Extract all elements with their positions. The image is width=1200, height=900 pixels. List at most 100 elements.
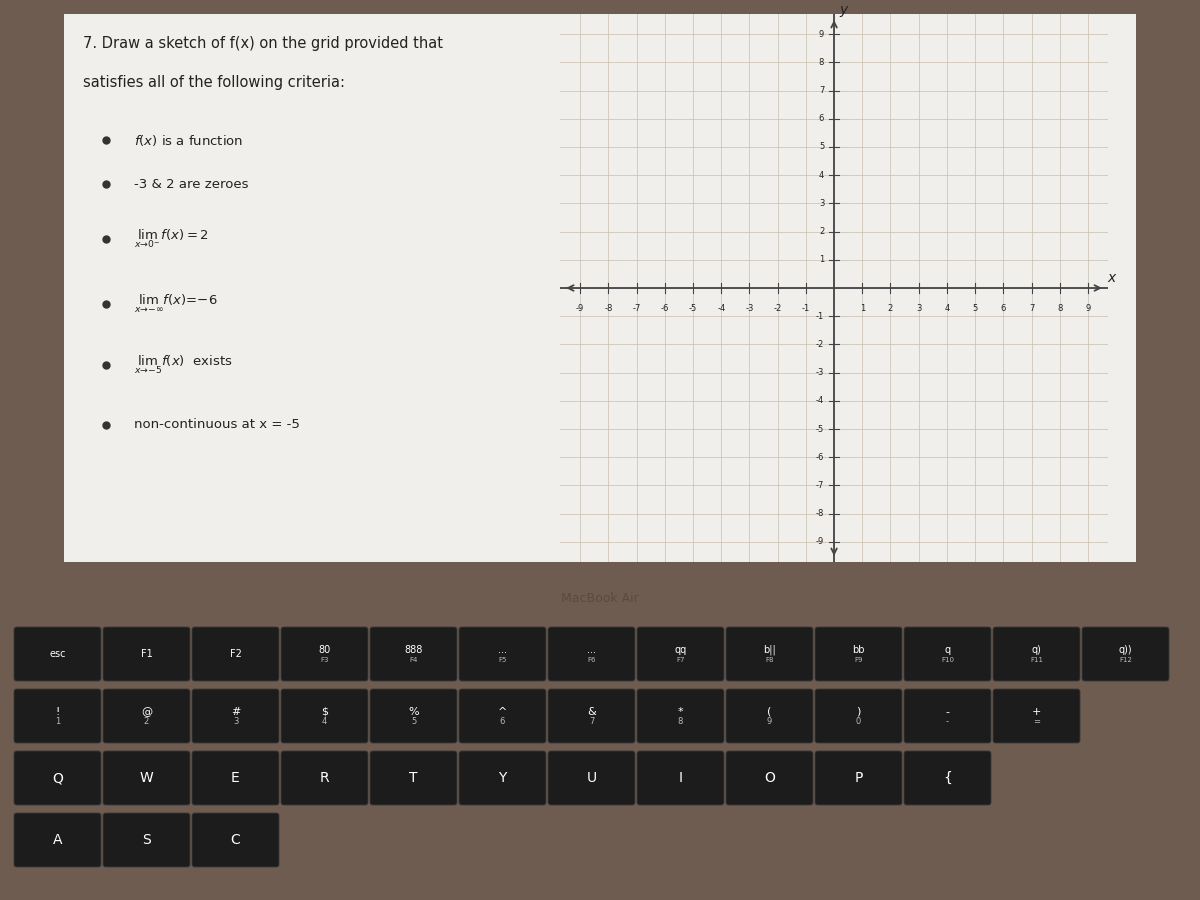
Text: %: %: [408, 707, 419, 717]
Text: 1: 1: [859, 303, 865, 312]
FancyBboxPatch shape: [14, 751, 101, 805]
Text: 7. Draw a sketch of f(x) on the grid provided that: 7. Draw a sketch of f(x) on the grid pro…: [83, 36, 443, 51]
FancyBboxPatch shape: [994, 627, 1080, 681]
Text: -7: -7: [632, 303, 641, 312]
Text: !: !: [55, 707, 60, 717]
Text: -7: -7: [816, 481, 824, 490]
Text: -4: -4: [718, 303, 725, 312]
Text: {: {: [943, 771, 952, 785]
Text: y: y: [840, 4, 848, 17]
Text: 80: 80: [318, 645, 331, 655]
Text: F11: F11: [1030, 657, 1043, 663]
Text: -: -: [946, 717, 949, 726]
FancyBboxPatch shape: [281, 689, 368, 743]
Text: bb: bb: [852, 645, 865, 655]
FancyBboxPatch shape: [994, 689, 1080, 743]
Text: 2: 2: [818, 227, 824, 236]
FancyBboxPatch shape: [458, 689, 546, 743]
FancyBboxPatch shape: [904, 751, 991, 805]
Text: F7: F7: [677, 657, 685, 663]
Text: R: R: [319, 771, 329, 785]
Text: I: I: [678, 771, 683, 785]
Text: W: W: [139, 771, 154, 785]
Text: -5: -5: [689, 303, 697, 312]
Text: 4: 4: [322, 717, 328, 726]
FancyBboxPatch shape: [726, 627, 814, 681]
Text: 9: 9: [818, 30, 824, 39]
FancyBboxPatch shape: [815, 751, 902, 805]
Text: 7: 7: [589, 717, 594, 726]
Text: $f(x)$ is a function: $f(x)$ is a function: [134, 133, 244, 148]
Text: T: T: [409, 771, 418, 785]
Text: 1: 1: [55, 717, 60, 726]
Text: 6: 6: [500, 717, 505, 726]
Text: 2: 2: [144, 717, 149, 726]
Text: -9: -9: [816, 537, 824, 546]
FancyBboxPatch shape: [548, 751, 635, 805]
FancyBboxPatch shape: [815, 689, 902, 743]
Text: F2: F2: [229, 649, 241, 659]
Text: 8: 8: [1057, 303, 1062, 312]
Text: q: q: [944, 645, 950, 655]
FancyBboxPatch shape: [370, 627, 457, 681]
Text: 4: 4: [944, 303, 949, 312]
Text: -6: -6: [661, 303, 670, 312]
Text: 8: 8: [818, 58, 824, 67]
FancyBboxPatch shape: [192, 689, 278, 743]
Text: F1: F1: [140, 649, 152, 659]
Text: S: S: [142, 833, 151, 847]
Text: =: =: [1033, 717, 1040, 726]
Text: MacBook Air: MacBook Air: [562, 592, 638, 605]
Text: *: *: [678, 707, 683, 717]
Text: -5: -5: [816, 425, 824, 434]
Text: Y: Y: [498, 771, 506, 785]
FancyBboxPatch shape: [726, 751, 814, 805]
Text: O: O: [764, 771, 775, 785]
Text: 6: 6: [1001, 303, 1006, 312]
Text: F3: F3: [320, 657, 329, 663]
Text: ...: ...: [587, 645, 596, 655]
Text: F5: F5: [498, 657, 506, 663]
Text: $\lim_{x \to 0^-} f(x) = 2$: $\lim_{x \to 0^-} f(x) = 2$: [134, 228, 209, 250]
Text: -9: -9: [576, 303, 584, 312]
Text: -8: -8: [605, 303, 612, 312]
Text: $: $: [322, 707, 328, 717]
FancyBboxPatch shape: [192, 751, 278, 805]
Text: 8: 8: [678, 717, 683, 726]
FancyBboxPatch shape: [548, 627, 635, 681]
Text: -2: -2: [816, 340, 824, 349]
Text: 0: 0: [856, 717, 862, 726]
Text: 3: 3: [233, 717, 238, 726]
Text: #: #: [230, 707, 240, 717]
FancyBboxPatch shape: [14, 689, 101, 743]
Text: 888: 888: [404, 645, 422, 655]
Text: ...: ...: [498, 645, 508, 655]
FancyBboxPatch shape: [904, 689, 991, 743]
FancyBboxPatch shape: [281, 751, 368, 805]
FancyBboxPatch shape: [548, 689, 635, 743]
Text: -4: -4: [816, 396, 824, 405]
Text: $\lim_{x \to -\infty} f(x) = -6$: $\lim_{x \to -\infty} f(x) = -6$: [134, 293, 218, 316]
Text: non-continuous at x = -5: non-continuous at x = -5: [134, 418, 300, 431]
Text: esc: esc: [49, 649, 66, 659]
FancyBboxPatch shape: [103, 751, 190, 805]
Text: -3: -3: [816, 368, 824, 377]
FancyBboxPatch shape: [370, 689, 457, 743]
Text: satisfies all of the following criteria:: satisfies all of the following criteria:: [83, 75, 344, 90]
FancyBboxPatch shape: [192, 627, 278, 681]
Text: 3: 3: [916, 303, 922, 312]
Text: 5: 5: [972, 303, 978, 312]
FancyBboxPatch shape: [637, 689, 724, 743]
Text: 9: 9: [767, 717, 772, 726]
FancyBboxPatch shape: [904, 627, 991, 681]
Text: P: P: [854, 771, 863, 785]
FancyBboxPatch shape: [14, 627, 101, 681]
Text: 9: 9: [1085, 303, 1091, 312]
FancyBboxPatch shape: [458, 751, 546, 805]
Text: 2: 2: [888, 303, 893, 312]
Text: -: -: [946, 707, 949, 717]
FancyBboxPatch shape: [370, 751, 457, 805]
Text: b||: b||: [763, 644, 776, 655]
Text: x: x: [1108, 271, 1116, 285]
Text: &: &: [587, 707, 596, 717]
